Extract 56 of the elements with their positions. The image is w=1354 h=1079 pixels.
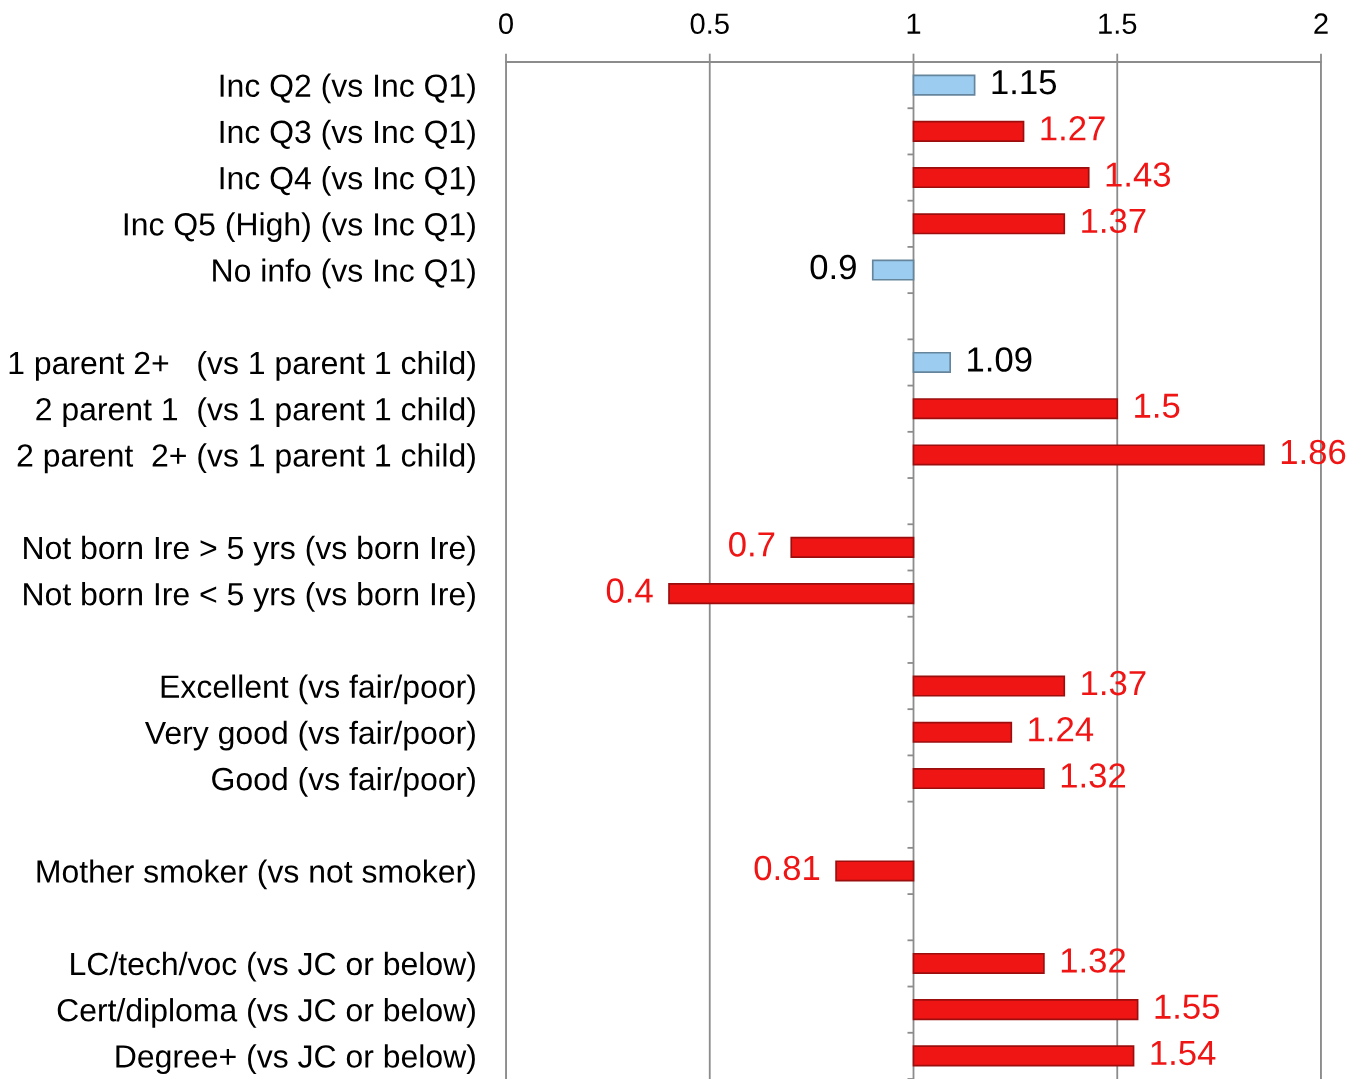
data-label: 1.55 — [1155, 994, 1220, 1019]
bar — [912, 721, 1013, 743]
data-label: 0.81 — [754, 855, 820, 881]
data-label: 0.7 — [729, 532, 775, 557]
y-tick-label: Good (vs fair/poor) — [212, 766, 475, 797]
bar — [912, 120, 1025, 142]
data-label: 0.9 — [810, 254, 856, 280]
y-tick-label: Degree+ (vs JC or below) — [116, 1044, 475, 1075]
y-tick-label: Not born Ire < 5 yrs (vs born Ire) — [24, 582, 475, 612]
bar — [871, 259, 915, 281]
data-label: 1.32 — [1061, 763, 1126, 788]
x-tick-label: 0 — [499, 13, 513, 35]
y-tick-label: LC/tech/voc (vs JC or below) — [71, 951, 475, 982]
data-label: 1.54 — [1151, 1040, 1216, 1066]
bar — [912, 74, 976, 96]
bar — [912, 952, 1045, 974]
bar — [912, 444, 1265, 466]
bar — [912, 351, 952, 374]
bar — [912, 213, 1066, 235]
bar — [912, 999, 1139, 1021]
data-label: 1.43 — [1106, 162, 1171, 187]
data-label: 1.86 — [1281, 439, 1346, 465]
bar — [790, 536, 915, 558]
x-tick-label: 1.5 — [1099, 13, 1137, 35]
bar — [668, 583, 915, 605]
bar — [912, 167, 1090, 189]
bar — [835, 860, 915, 882]
bar — [912, 1045, 1135, 1067]
data-label: 1.27 — [1041, 116, 1105, 141]
y-tick-label: Inc Q5 (High) (vs Inc Q1) — [124, 212, 475, 242]
y-tick-label: Mother smoker (vs not smoker) — [37, 859, 475, 890]
bar — [912, 767, 1045, 790]
bar — [912, 675, 1066, 697]
y-tick-label: Very good (vs fair/poor) — [144, 720, 475, 751]
x-tick-label: 2 — [1314, 13, 1328, 34]
data-label: 1.15 — [992, 70, 1057, 95]
y-tick-label: 2 parent 1 (vs 1 parent 1 child) — [36, 397, 475, 427]
data-label: 1.37 — [1082, 208, 1146, 234]
y-tick-label: Inc Q2 (vs Inc Q1) — [220, 73, 475, 104]
data-label: 0.4 — [606, 578, 653, 603]
y-tick-label: Inc Q3 (vs Inc Q1) — [220, 119, 475, 150]
data-label: 1.37 — [1082, 670, 1146, 696]
y-tick-label: No info (vs Inc Q1) — [213, 258, 475, 289]
y-tick-label: Excellent (vs fair/poor) — [161, 674, 475, 705]
x-tick-label: 1 — [907, 13, 921, 34]
data-label: 1.5 — [1135, 393, 1180, 419]
y-tick-label: Not born Ire > 5 yrs (vs born Ire) — [24, 535, 475, 566]
y-tick-label: 2 parent 2+ (vs 1 parent 1 child) — [17, 443, 475, 474]
y-tick-label: 1 parent 2+ (vs 1 parent 1 child) — [9, 350, 475, 381]
data-label: 1.32 — [1061, 948, 1126, 973]
bar — [912, 398, 1119, 420]
y-tick-label: Cert/diploma (vs JC or below) — [57, 998, 475, 1028]
x-tick-label: 0.5 — [690, 13, 729, 35]
data-label: 1.24 — [1029, 717, 1094, 742]
data-label: 1.09 — [968, 347, 1032, 372]
y-tick-label: Inc Q4 (vs Inc Q1) — [220, 165, 475, 196]
